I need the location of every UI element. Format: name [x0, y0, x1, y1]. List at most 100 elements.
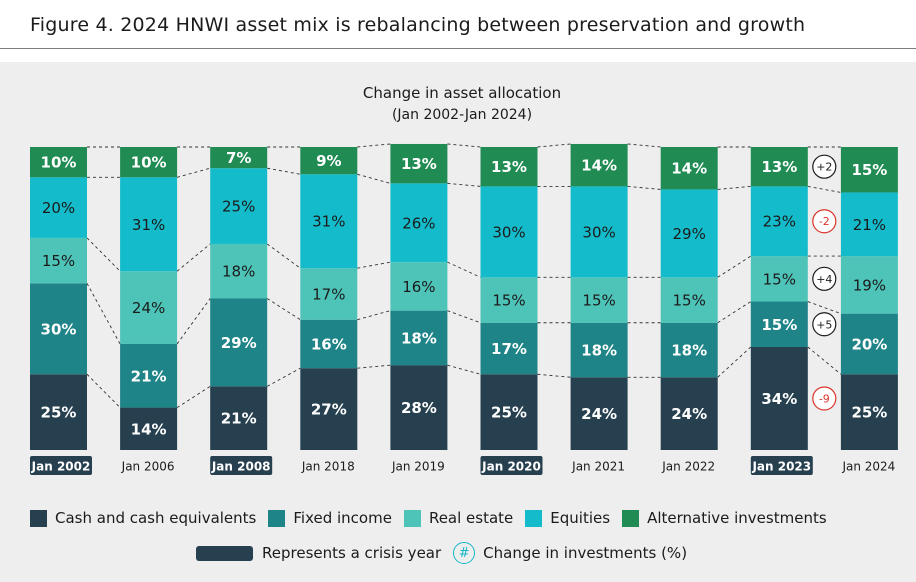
legend-label-alternative-investments: Alternative investments: [647, 509, 827, 527]
change-label-real-estate: +4: [816, 273, 832, 286]
x-tick-label-jan-2021: Jan 2021: [571, 460, 625, 474]
x-tick-label-jan-2023: Jan 2023: [751, 460, 811, 474]
x-tick-label-jan-2024: Jan 2024: [841, 460, 895, 474]
change-label-cash-and-cash-equivalents: -9: [819, 392, 830, 405]
value-label-real-estate-jan-2021: 15%: [582, 292, 615, 310]
bar-fixed-income-jan-2002: [30, 283, 87, 375]
connector-cash-and-cash-equivalents-8: [807, 346, 842, 375]
crisis-year-swatch: [196, 545, 253, 561]
value-label-alternative-investments-jan-2018: 9%: [316, 152, 341, 170]
bar-alternative-investments-jan-2019: [390, 143, 448, 184]
bar-alternative-investments-jan-2020: [480, 147, 538, 187]
value-label-cash-and-cash-equivalents-jan-2019: 28%: [401, 399, 437, 417]
legend-swatch-real-estate: [403, 509, 421, 527]
value-label-cash-and-cash-equivalents-jan-2024: 25%: [851, 404, 887, 422]
bar-alternative-investments-jan-2006: [120, 147, 178, 178]
bar-cash-and-cash-equivalents-jan-2023: [750, 346, 808, 450]
bar-fixed-income-jan-2022: [660, 322, 718, 378]
value-label-fixed-income-jan-2008: 29%: [221, 334, 257, 352]
value-label-alternative-investments-jan-2019: 13%: [401, 155, 437, 173]
value-label-alternative-investments-jan-2002: 10%: [41, 154, 77, 172]
change-label-alternative-investments: +2: [816, 161, 832, 174]
bar-fixed-income-jan-2020: [480, 322, 538, 375]
connector-alternative-investments-3: [357, 143, 391, 148]
value-label-fixed-income-jan-2022: 18%: [671, 342, 707, 360]
value-label-real-estate-jan-2023: 15%: [763, 270, 796, 288]
value-label-cash-and-cash-equivalents-jan-2006: 14%: [131, 420, 167, 438]
bar-cash-and-cash-equivalents-jan-2022: [660, 377, 718, 450]
value-label-equities-jan-2024: 21%: [853, 216, 886, 234]
bar-real-estate-jan-2018: [300, 268, 358, 320]
connector-equities-6: [627, 185, 661, 190]
change-circle-alternative-investments: [812, 154, 837, 179]
value-label-cash-and-cash-equivalents-jan-2008: 21%: [221, 410, 257, 428]
value-label-fixed-income-jan-2021: 18%: [581, 342, 617, 360]
legend-markers: Represents a crisis year # Change in inv…: [196, 542, 687, 564]
x-tick-label-jan-2002: Jan 2002: [31, 460, 91, 474]
bar-alternative-investments-jan-2022: [660, 147, 718, 190]
legend-label-equities: Equities: [550, 509, 611, 527]
change-circle-cash-and-cash-equivalents: [812, 386, 837, 411]
bar-cash-and-cash-equivalents-jan-2002: [30, 374, 87, 450]
value-label-fixed-income-jan-2024: 20%: [851, 335, 887, 353]
x-tick-label-jan-2008: Jan 2008: [211, 460, 271, 474]
value-label-equities-jan-2022: 29%: [673, 225, 706, 243]
value-label-fixed-income-jan-2002: 30%: [41, 320, 77, 338]
bar-fixed-income-jan-2019: [390, 310, 448, 366]
bar-fixed-income-jan-2024: [840, 313, 898, 375]
value-label-equities-jan-2006: 31%: [132, 216, 165, 234]
change-hash-icon: #: [453, 542, 476, 564]
x-tick-label-jan-2018: Jan 2018: [301, 460, 355, 474]
bar-real-estate-jan-2022: [660, 277, 718, 323]
change-circle-real-estate: [812, 266, 837, 291]
connector-real-estate-0: [86, 237, 121, 272]
connector-equities-2: [267, 167, 301, 175]
value-label-equities-jan-2020: 30%: [492, 223, 525, 241]
connector-real-estate-3: [357, 261, 391, 269]
chart-title: Change in asset allocation: [362, 84, 562, 102]
bar-equities-jan-2021: [570, 186, 628, 278]
value-label-fixed-income-jan-2006: 21%: [131, 367, 167, 385]
x-tick-label-jan-2019: Jan 2019: [391, 460, 445, 474]
bar-equities-jan-2022: [660, 189, 718, 278]
change-legend-label: Change in investments (%): [483, 544, 688, 562]
bar-alternative-investments-jan-2021: [570, 143, 628, 187]
change-label-fixed-income: +5: [816, 318, 832, 331]
value-label-cash-and-cash-equivalents-jan-2018: 27%: [311, 401, 347, 419]
bar-alternative-investments-jan-2024: [840, 147, 898, 193]
connector-alternative-investments-4: [447, 143, 481, 148]
connector-cash-and-cash-equivalents-2: [266, 367, 301, 387]
connector-fixed-income-2: [266, 298, 301, 321]
value-label-fixed-income-jan-2018: 16%: [311, 335, 347, 353]
connector-cash-and-cash-equivalents-1: [176, 385, 211, 408]
legend-swatch-alternative-investments: [622, 509, 640, 527]
bar-cash-and-cash-equivalents-jan-2020: [480, 374, 538, 450]
connector-cash-and-cash-equivalents-0: [86, 373, 121, 408]
bar-cash-and-cash-equivalents-jan-2021: [570, 377, 628, 450]
value-label-real-estate-jan-2019: 16%: [402, 278, 435, 296]
figure-title: Figure 4. 2024 HNWI asset mix is rebalan…: [30, 14, 806, 36]
legend-label-real-estate: Real estate: [428, 509, 514, 527]
bar-equities-jan-2020: [480, 186, 538, 278]
connector-equities-3: [357, 173, 391, 184]
bar-cash-and-cash-equivalents-jan-2019: [390, 365, 448, 450]
legend-swatch-fixed-income: [268, 509, 286, 527]
value-label-cash-and-cash-equivalents-jan-2022: 24%: [671, 405, 707, 423]
value-label-real-estate-jan-2018: 17%: [312, 285, 345, 303]
title-divider: [0, 48, 916, 49]
connector-alternative-investments-5: [537, 143, 571, 148]
bar-equities-jan-2008: [210, 168, 268, 244]
bar-cash-and-cash-equivalents-jan-2018: [300, 368, 358, 450]
crisis-tag-jan-2020: [480, 456, 543, 475]
change-circle-fixed-income: [812, 312, 837, 337]
bar-alternative-investments-jan-2002: [30, 147, 87, 178]
bar-equities-jan-2002: [30, 177, 87, 238]
bar-fixed-income-jan-2023: [750, 301, 808, 347]
value-label-cash-and-cash-equivalents-jan-2023: 34%: [761, 390, 797, 408]
value-label-cash-and-cash-equivalents-jan-2021: 24%: [581, 405, 617, 423]
x-tick-label-jan-2020: Jan 2020: [481, 460, 541, 474]
legend-item-cash-and-cash-equivalents: Cash and cash equivalents: [30, 509, 256, 527]
value-label-real-estate-jan-2020: 15%: [492, 292, 525, 310]
bar-fixed-income-jan-2006: [120, 343, 178, 408]
bar-fixed-income-jan-2021: [570, 322, 628, 378]
